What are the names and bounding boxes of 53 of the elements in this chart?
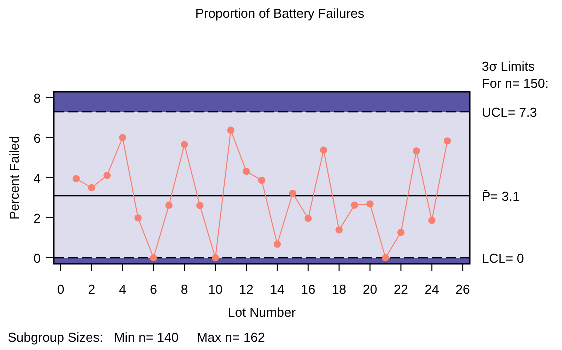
point	[444, 138, 452, 145]
x-tick-label: 14	[270, 282, 285, 297]
y-tick-label: 2	[34, 211, 41, 226]
point	[196, 202, 204, 210]
point	[428, 217, 436, 224]
point	[398, 229, 405, 236]
point	[242, 168, 250, 176]
y-axis-title: Percent Failed	[7, 136, 22, 220]
point	[382, 254, 390, 262]
point	[320, 146, 328, 154]
text: For n= 150:	[482, 76, 549, 91]
point	[336, 226, 343, 234]
text: Subgroup Sizes: Min n= 140 Max n= 162	[8, 330, 266, 345]
x-tick-label: 6	[150, 282, 158, 297]
y-tick-label: 4	[34, 171, 41, 186]
point	[134, 214, 142, 222]
point	[88, 184, 96, 192]
y-tick-label: 8	[34, 91, 41, 106]
point	[351, 202, 358, 209]
point	[413, 148, 420, 155]
x-axis-title: Lot Number	[228, 305, 297, 320]
y-tick-label: 0	[34, 251, 41, 266]
x-tick-label: 24	[424, 282, 440, 297]
point	[289, 190, 297, 198]
x-tick-label: 8	[181, 282, 188, 297]
text: 3σ Limits	[482, 59, 536, 74]
x-tick-label: 18	[332, 282, 347, 297]
point	[119, 134, 126, 142]
point	[181, 141, 188, 148]
point	[166, 202, 173, 209]
point	[104, 172, 111, 180]
point	[258, 177, 266, 184]
point	[212, 254, 220, 262]
x-tick-label: 26	[456, 282, 470, 297]
point	[72, 175, 80, 183]
point	[304, 215, 312, 222]
x-tick-label: 12	[239, 282, 254, 297]
point	[150, 254, 158, 262]
x-tick-label: 20	[363, 282, 378, 297]
x-tick-label: 10	[208, 282, 223, 297]
chart-title: Proportion of Battery Failures	[195, 6, 366, 21]
x-tick-label: 0	[57, 282, 65, 297]
x-tick-label: 22	[394, 282, 408, 297]
point	[227, 126, 235, 134]
ref-line-label: UCL= 7.3	[482, 105, 538, 120]
point	[274, 240, 282, 248]
ref-line-label: P̄= 3.1	[482, 189, 520, 204]
point	[366, 200, 374, 208]
x-tick-label: 4	[119, 282, 126, 297]
ref-line-label: LCL= 0	[482, 251, 524, 266]
x-tick-label: 16	[301, 282, 316, 297]
x-tick-label: 2	[88, 282, 96, 297]
y-tick-label: 6	[34, 131, 41, 146]
